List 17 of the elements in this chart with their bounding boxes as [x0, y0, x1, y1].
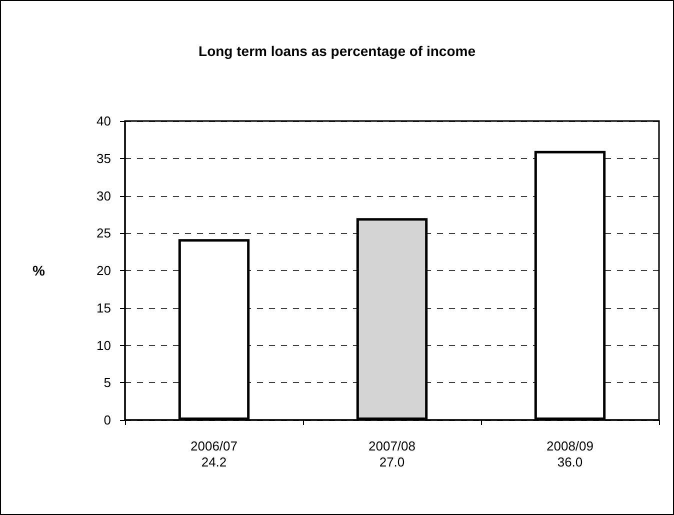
- y-tick-label: 35: [96, 150, 111, 166]
- x-tick-label: 2007/08: [368, 438, 416, 454]
- data-label: 27.0: [379, 454, 405, 470]
- y-tick-label: 25: [96, 226, 111, 241]
- y-tick-label: 10: [96, 338, 111, 353]
- data-label: 36.0: [557, 454, 583, 470]
- chart-title: Long term loans as percentage of income: [198, 43, 476, 59]
- y-tick-label: 20: [96, 263, 111, 278]
- y-axis-title: %: [32, 262, 46, 278]
- y-tick-label: 40: [96, 114, 111, 128]
- data-label: 24.2: [201, 454, 227, 470]
- x-tick-label: 2006/07: [190, 438, 238, 454]
- y-tick-label: 15: [96, 300, 111, 316]
- y-tick-label: 30: [96, 188, 111, 204]
- x-tick-label: 2008/09: [546, 438, 594, 454]
- y-tick-label: 0: [104, 412, 111, 428]
- y-tick-label: 5: [104, 375, 111, 390]
